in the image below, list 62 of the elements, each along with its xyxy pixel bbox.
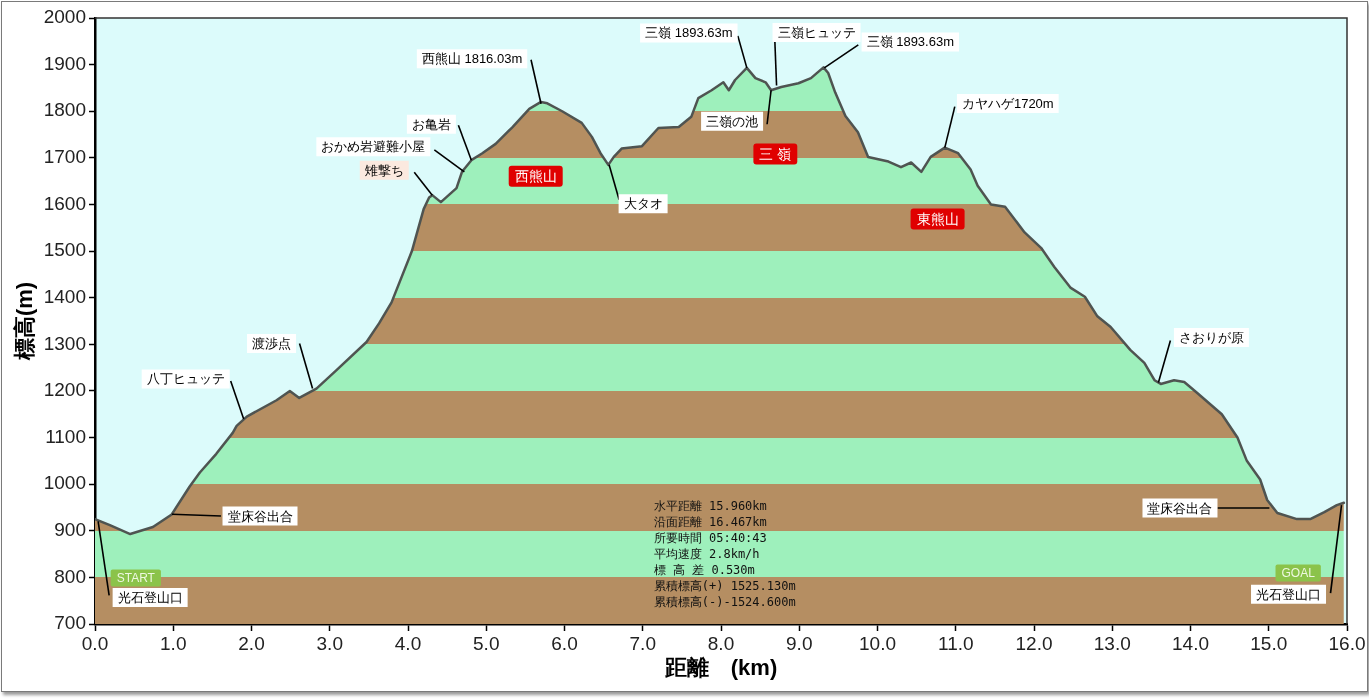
y-tick-label: 1300 <box>43 332 86 354</box>
x-tick-label: 16.0 <box>1328 632 1366 654</box>
x-tick-label: 3.0 <box>316 632 343 654</box>
y-axis-title: 標高(m) <box>12 281 38 362</box>
x-tick-label: 11.0 <box>937 632 974 654</box>
annotation: 堂床谷出合 <box>227 508 293 524</box>
y-tick-label: 900 <box>54 519 86 540</box>
annotation: 光石登山口 <box>117 590 183 606</box>
annotation: 三嶺の池 <box>706 113 759 129</box>
annotation: GOAL <box>1281 566 1316 581</box>
annotation: 八丁ヒュッテ <box>146 371 225 387</box>
annotation: 堂床谷出合 <box>1147 500 1213 516</box>
x-tick-label: 15.0 <box>1250 632 1288 654</box>
x-tick-label: 12.0 <box>1015 632 1053 654</box>
y-tick-label: 1700 <box>43 146 86 168</box>
annotation: 累積標高(+) 1525.130m <box>653 579 796 594</box>
x-tick-label: 13.0 <box>1093 632 1131 654</box>
annotation: 三嶺ヒュッテ <box>777 25 856 41</box>
annotation: 所要時間 05:40:43 <box>653 531 767 546</box>
annotation: お亀岩 <box>411 116 451 132</box>
annotation: 平均速度 2.8km/h <box>653 547 760 562</box>
y-tick-label: 1900 <box>43 52 86 74</box>
annotation: 大タオ <box>623 196 663 212</box>
x-tick-label: 7.0 <box>629 632 656 654</box>
x-tick-label: 0.0 <box>81 632 109 654</box>
annotation: 渡渉点 <box>252 336 292 352</box>
x-tick-label: 14.0 <box>1172 632 1209 654</box>
y-tick-label: 700 <box>54 612 86 634</box>
y-tick-label: 1200 <box>43 379 86 401</box>
annotation: 水平距離 15.960km <box>653 499 767 514</box>
y-tick-label: 1400 <box>43 285 86 307</box>
x-tick-label: 8.0 <box>707 632 735 654</box>
annotation: 東熊山 <box>916 210 959 227</box>
x-tick-label: 5.0 <box>473 632 500 654</box>
x-tick-label: 4.0 <box>394 632 422 654</box>
y-tick-label: 1800 <box>43 99 86 121</box>
x-axis-title: 距離 (km) <box>663 654 778 680</box>
annotation: 西熊山 <box>514 168 557 185</box>
annotation: さおりが原 <box>1178 330 1244 346</box>
annotation: カヤハゲ1720m <box>961 96 1054 112</box>
annotation: 三 嶺 <box>759 145 792 162</box>
y-tick-label: 1100 <box>45 425 86 447</box>
annotation: START <box>116 571 156 586</box>
annotation: 累積標高(-)-1524.600m <box>653 595 796 610</box>
y-tick-label: 1600 <box>43 192 86 214</box>
x-tick-label: 10.0 <box>859 632 896 654</box>
x-tick-label: 9.0 <box>786 632 813 654</box>
annotation: 標 高 差 0.530m <box>653 563 755 578</box>
x-tick-label: 6.0 <box>551 632 578 654</box>
y-tick-label: 1500 <box>43 239 86 261</box>
annotation: 沿面距離 16.467km <box>653 515 767 530</box>
x-tick-label: 2.0 <box>238 632 265 654</box>
y-tick-label: 800 <box>54 565 86 587</box>
annotation: 西熊山 1816.03m <box>421 51 523 67</box>
annotation: 雉撃ち <box>364 162 404 178</box>
x-tick-label: 1.0 <box>160 632 187 654</box>
annotation: おかめ岩避難小屋 <box>321 139 426 155</box>
y-tick-label: 1000 <box>43 472 86 494</box>
annotation: 光石登山口 <box>1256 586 1322 602</box>
y-tick-label: 2000 <box>43 6 86 28</box>
annotation: 三嶺 1893.63m <box>645 25 733 41</box>
annotation: 三嶺 1893.63m <box>866 34 955 50</box>
